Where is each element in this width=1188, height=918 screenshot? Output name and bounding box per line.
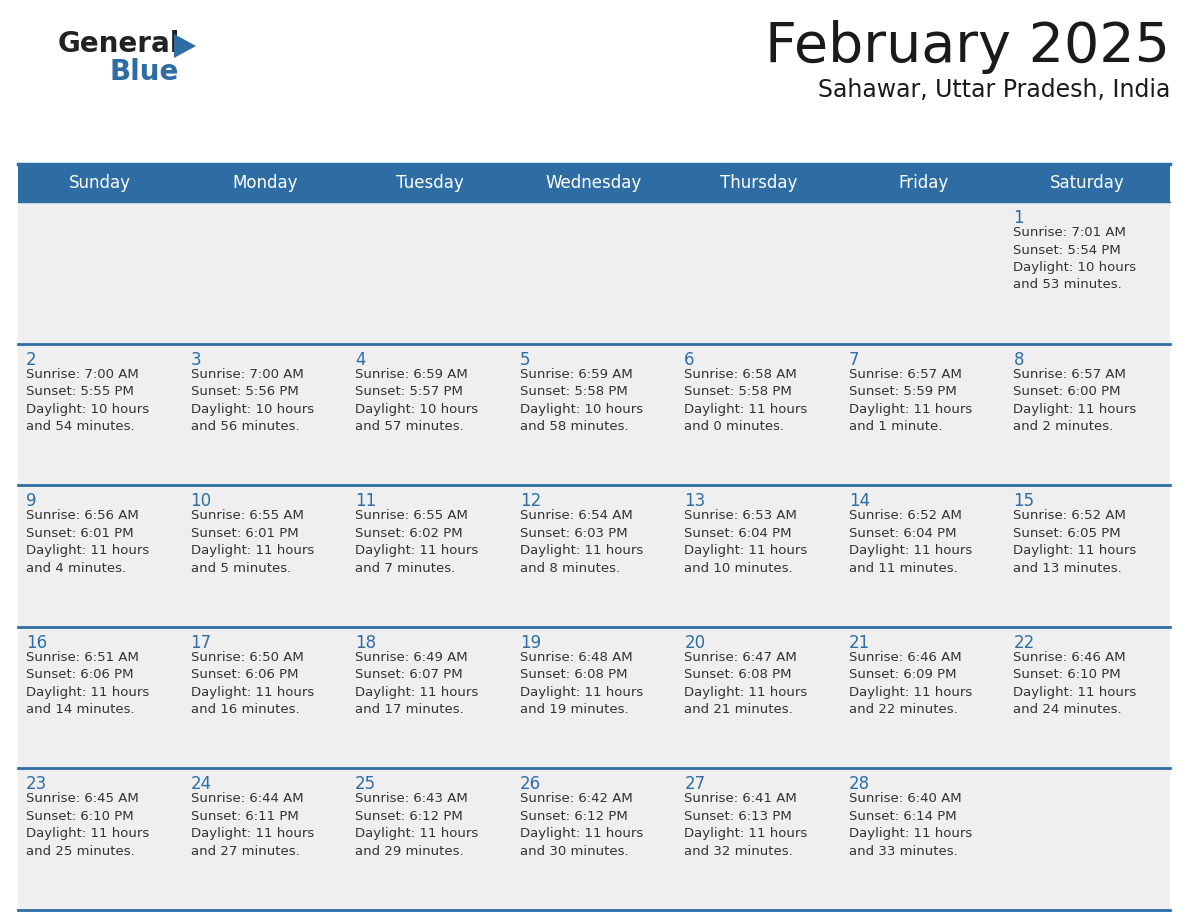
Text: Tuesday: Tuesday: [396, 174, 463, 192]
Text: 5: 5: [519, 351, 530, 369]
Text: Sunrise: 6:52 AM
Sunset: 6:04 PM
Daylight: 11 hours
and 11 minutes.: Sunrise: 6:52 AM Sunset: 6:04 PM Dayligh…: [849, 509, 972, 575]
Text: Sunrise: 6:44 AM
Sunset: 6:11 PM
Daylight: 11 hours
and 27 minutes.: Sunrise: 6:44 AM Sunset: 6:11 PM Dayligh…: [190, 792, 314, 858]
Text: 17: 17: [190, 633, 211, 652]
Bar: [18, 768, 1170, 910]
Text: Sunrise: 6:55 AM
Sunset: 6:02 PM
Daylight: 11 hours
and 7 minutes.: Sunrise: 6:55 AM Sunset: 6:02 PM Dayligh…: [355, 509, 479, 575]
Text: Sunrise: 6:41 AM
Sunset: 6:13 PM
Daylight: 11 hours
and 32 minutes.: Sunrise: 6:41 AM Sunset: 6:13 PM Dayligh…: [684, 792, 808, 858]
Text: Sahawar, Uttar Pradesh, India: Sahawar, Uttar Pradesh, India: [817, 78, 1170, 102]
Text: Sunrise: 7:00 AM
Sunset: 5:56 PM
Daylight: 10 hours
and 56 minutes.: Sunrise: 7:00 AM Sunset: 5:56 PM Dayligh…: [190, 367, 314, 433]
Text: Sunrise: 6:43 AM
Sunset: 6:12 PM
Daylight: 11 hours
and 29 minutes.: Sunrise: 6:43 AM Sunset: 6:12 PM Dayligh…: [355, 792, 479, 858]
Text: 22: 22: [1013, 633, 1035, 652]
Text: 19: 19: [519, 633, 541, 652]
Text: Sunrise: 6:49 AM
Sunset: 6:07 PM
Daylight: 11 hours
and 17 minutes.: Sunrise: 6:49 AM Sunset: 6:07 PM Dayligh…: [355, 651, 479, 716]
Text: 7: 7: [849, 351, 859, 369]
Text: Sunrise: 6:45 AM
Sunset: 6:10 PM
Daylight: 11 hours
and 25 minutes.: Sunrise: 6:45 AM Sunset: 6:10 PM Dayligh…: [26, 792, 150, 858]
Text: Friday: Friday: [898, 174, 948, 192]
Text: Sunrise: 6:51 AM
Sunset: 6:06 PM
Daylight: 11 hours
and 14 minutes.: Sunrise: 6:51 AM Sunset: 6:06 PM Dayligh…: [26, 651, 150, 716]
Text: 18: 18: [355, 633, 377, 652]
Text: 27: 27: [684, 776, 706, 793]
Text: 3: 3: [190, 351, 201, 369]
Text: Sunrise: 6:40 AM
Sunset: 6:14 PM
Daylight: 11 hours
and 33 minutes.: Sunrise: 6:40 AM Sunset: 6:14 PM Dayligh…: [849, 792, 972, 858]
Polygon shape: [173, 34, 196, 58]
Text: Sunrise: 6:59 AM
Sunset: 5:58 PM
Daylight: 10 hours
and 58 minutes.: Sunrise: 6:59 AM Sunset: 5:58 PM Dayligh…: [519, 367, 643, 433]
Text: February 2025: February 2025: [765, 20, 1170, 74]
Text: Sunrise: 6:54 AM
Sunset: 6:03 PM
Daylight: 11 hours
and 8 minutes.: Sunrise: 6:54 AM Sunset: 6:03 PM Dayligh…: [519, 509, 643, 575]
Text: Sunrise: 6:52 AM
Sunset: 6:05 PM
Daylight: 11 hours
and 13 minutes.: Sunrise: 6:52 AM Sunset: 6:05 PM Dayligh…: [1013, 509, 1137, 575]
Text: Sunrise: 6:53 AM
Sunset: 6:04 PM
Daylight: 11 hours
and 10 minutes.: Sunrise: 6:53 AM Sunset: 6:04 PM Dayligh…: [684, 509, 808, 575]
Text: 1: 1: [1013, 209, 1024, 227]
Text: Sunrise: 6:56 AM
Sunset: 6:01 PM
Daylight: 11 hours
and 4 minutes.: Sunrise: 6:56 AM Sunset: 6:01 PM Dayligh…: [26, 509, 150, 575]
Text: 8: 8: [1013, 351, 1024, 369]
Text: 14: 14: [849, 492, 870, 510]
Text: Sunrise: 6:47 AM
Sunset: 6:08 PM
Daylight: 11 hours
and 21 minutes.: Sunrise: 6:47 AM Sunset: 6:08 PM Dayligh…: [684, 651, 808, 716]
Text: 25: 25: [355, 776, 377, 793]
Text: Thursday: Thursday: [720, 174, 797, 192]
Text: 12: 12: [519, 492, 541, 510]
Text: Blue: Blue: [110, 58, 179, 86]
Text: 13: 13: [684, 492, 706, 510]
Text: 11: 11: [355, 492, 377, 510]
Text: Sunrise: 6:57 AM
Sunset: 5:59 PM
Daylight: 11 hours
and 1 minute.: Sunrise: 6:57 AM Sunset: 5:59 PM Dayligh…: [849, 367, 972, 433]
Bar: [18, 164, 1170, 202]
Text: Sunrise: 6:59 AM
Sunset: 5:57 PM
Daylight: 10 hours
and 57 minutes.: Sunrise: 6:59 AM Sunset: 5:57 PM Dayligh…: [355, 367, 479, 433]
Text: 9: 9: [26, 492, 37, 510]
Text: Sunrise: 7:00 AM
Sunset: 5:55 PM
Daylight: 10 hours
and 54 minutes.: Sunrise: 7:00 AM Sunset: 5:55 PM Dayligh…: [26, 367, 150, 433]
Text: Sunrise: 6:50 AM
Sunset: 6:06 PM
Daylight: 11 hours
and 16 minutes.: Sunrise: 6:50 AM Sunset: 6:06 PM Dayligh…: [190, 651, 314, 716]
Text: Sunday: Sunday: [69, 174, 132, 192]
Text: 23: 23: [26, 776, 48, 793]
Text: Sunrise: 6:46 AM
Sunset: 6:09 PM
Daylight: 11 hours
and 22 minutes.: Sunrise: 6:46 AM Sunset: 6:09 PM Dayligh…: [849, 651, 972, 716]
Text: 24: 24: [190, 776, 211, 793]
Text: 10: 10: [190, 492, 211, 510]
Text: 6: 6: [684, 351, 695, 369]
Text: General: General: [58, 30, 181, 58]
Text: 2: 2: [26, 351, 37, 369]
Text: Sunrise: 6:42 AM
Sunset: 6:12 PM
Daylight: 11 hours
and 30 minutes.: Sunrise: 6:42 AM Sunset: 6:12 PM Dayligh…: [519, 792, 643, 858]
Text: Monday: Monday: [232, 174, 298, 192]
Text: 16: 16: [26, 633, 48, 652]
Bar: [18, 627, 1170, 768]
Text: Sunrise: 6:55 AM
Sunset: 6:01 PM
Daylight: 11 hours
and 5 minutes.: Sunrise: 6:55 AM Sunset: 6:01 PM Dayligh…: [190, 509, 314, 575]
Text: Sunrise: 6:48 AM
Sunset: 6:08 PM
Daylight: 11 hours
and 19 minutes.: Sunrise: 6:48 AM Sunset: 6:08 PM Dayligh…: [519, 651, 643, 716]
Text: 20: 20: [684, 633, 706, 652]
Bar: [18, 202, 1170, 343]
Bar: [0, 0, 1188, 164]
Text: Sunrise: 6:58 AM
Sunset: 5:58 PM
Daylight: 11 hours
and 0 minutes.: Sunrise: 6:58 AM Sunset: 5:58 PM Dayligh…: [684, 367, 808, 433]
Text: Sunrise: 6:46 AM
Sunset: 6:10 PM
Daylight: 11 hours
and 24 minutes.: Sunrise: 6:46 AM Sunset: 6:10 PM Dayligh…: [1013, 651, 1137, 716]
Text: Saturday: Saturday: [1050, 174, 1125, 192]
Bar: [18, 343, 1170, 486]
Text: 28: 28: [849, 776, 870, 793]
Bar: [18, 486, 1170, 627]
Text: 21: 21: [849, 633, 870, 652]
Text: 26: 26: [519, 776, 541, 793]
Text: Sunrise: 7:01 AM
Sunset: 5:54 PM
Daylight: 10 hours
and 53 minutes.: Sunrise: 7:01 AM Sunset: 5:54 PM Dayligh…: [1013, 226, 1137, 292]
Text: Wednesday: Wednesday: [545, 174, 643, 192]
Text: 4: 4: [355, 351, 366, 369]
Text: Sunrise: 6:57 AM
Sunset: 6:00 PM
Daylight: 11 hours
and 2 minutes.: Sunrise: 6:57 AM Sunset: 6:00 PM Dayligh…: [1013, 367, 1137, 433]
Text: 15: 15: [1013, 492, 1035, 510]
